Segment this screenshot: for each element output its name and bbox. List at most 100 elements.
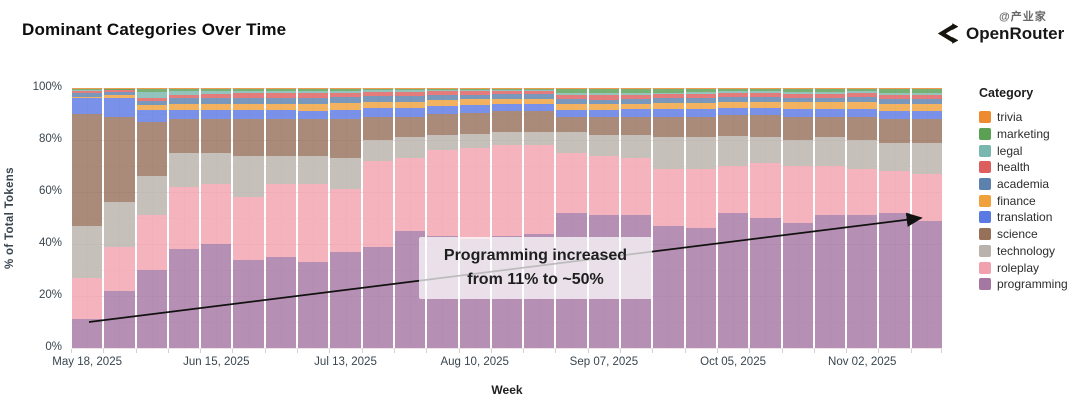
bar-Jul 06, 2025 [298, 88, 329, 348]
legend-label-programming: programming [997, 277, 1068, 292]
legend-item-health: health [979, 159, 1079, 176]
segment-science [621, 116, 652, 135]
segment-trivia [814, 88, 846, 89]
segment-science [814, 116, 846, 138]
segment-science [298, 119, 329, 156]
bar-Aug 17, 2025 [491, 88, 523, 348]
segment-technology [556, 132, 587, 154]
bar-Aug 31, 2025 [556, 88, 587, 348]
segment-trivia [394, 88, 426, 89]
x-tick-mark [684, 349, 686, 353]
segment-trivia [879, 88, 910, 90]
segment-finance [233, 103, 264, 111]
segment-legal [136, 91, 167, 99]
segment-marketing [265, 88, 297, 92]
segment-marketing [168, 88, 200, 91]
segment-legal [717, 91, 749, 93]
segment-health [556, 94, 587, 100]
y-tick-60: 60% [38, 185, 62, 197]
segment-science [362, 116, 393, 141]
legend-label-translation: translation [997, 210, 1053, 225]
legend-swatch-trivia [979, 111, 991, 124]
segment-finance [298, 104, 329, 111]
segment-academia [621, 98, 652, 104]
segment-academia [72, 93, 103, 98]
x-tick-label-Jul 13, 2025: Jul 13, 2025 [314, 356, 377, 368]
segment-science [265, 119, 297, 156]
segment-translation [911, 110, 943, 120]
segment-programming [717, 212, 749, 348]
bar-Oct 26, 2025 [814, 88, 846, 348]
segment-trivia [717, 88, 749, 89]
segment-health [653, 94, 684, 99]
legend-label-legal: legal [997, 143, 1023, 158]
segment-trivia [556, 88, 587, 89]
bar-Aug 24, 2025 [524, 88, 555, 348]
x-tick-mark [652, 349, 654, 353]
segment-roleplay [104, 246, 135, 291]
segment-technology [459, 133, 490, 148]
segment-roleplay [491, 145, 523, 237]
segment-technology [588, 134, 620, 156]
segment-technology [362, 140, 393, 161]
segment-legal [750, 91, 781, 93]
segment-legal [201, 91, 232, 95]
segment-academia [362, 95, 393, 102]
segment-programming [847, 215, 878, 348]
x-tick-label-Jun 15, 2025: Jun 15, 2025 [183, 356, 250, 368]
segment-technology [911, 142, 943, 174]
segment-health [459, 91, 490, 95]
segment-translation [782, 108, 813, 117]
segment-roleplay [847, 168, 878, 216]
segment-academia [717, 96, 749, 102]
segment-science [394, 116, 426, 138]
segment-trivia [298, 88, 329, 89]
segment-marketing [427, 88, 458, 91]
segment-finance [265, 103, 297, 111]
segment-translation [427, 106, 458, 115]
legend-swatch-academia [979, 178, 991, 191]
segment-marketing [588, 88, 620, 94]
bar-Aug 10, 2025 [459, 88, 490, 348]
bar-Sep 21, 2025 [653, 88, 684, 348]
segment-programming [168, 249, 200, 348]
legend-item-science: science [979, 226, 1079, 243]
segment-marketing [233, 88, 264, 92]
segment-marketing [72, 88, 103, 90]
segment-marketing [298, 88, 329, 92]
bar-Nov 16, 2025 [911, 88, 943, 348]
segment-health [104, 89, 135, 92]
segment-health [233, 93, 264, 98]
segment-health [201, 94, 232, 98]
legend-item-translation: translation [979, 209, 1079, 226]
segment-academia [814, 97, 846, 103]
segment-health [911, 95, 943, 100]
segment-health [491, 91, 523, 95]
bar-Jun 08, 2025 [168, 88, 200, 348]
segment-programming [879, 212, 910, 348]
x-axis-ticks [71, 348, 942, 353]
x-tick-mark [620, 349, 622, 353]
segment-academia [911, 99, 943, 105]
segment-programming [201, 244, 232, 348]
segment-roleplay [72, 277, 103, 320]
segment-programming [233, 259, 264, 348]
segment-finance [168, 103, 200, 111]
segment-finance [621, 103, 652, 110]
legend-swatch-marketing [979, 128, 991, 141]
segment-academia [750, 96, 781, 102]
annotation-line2: from 11% to ~50% [467, 271, 604, 288]
segment-trivia [847, 88, 878, 89]
segment-academia [491, 94, 523, 99]
segment-translation [394, 108, 426, 117]
segment-translation [621, 109, 652, 117]
segment-finance [491, 98, 523, 105]
segment-trivia [136, 88, 167, 90]
segment-legal [911, 93, 943, 96]
y-tick-40: 40% [38, 237, 62, 249]
segment-science [104, 116, 135, 203]
segment-legal [362, 90, 393, 93]
segment-marketing [459, 88, 490, 91]
segment-science [491, 111, 523, 133]
segment-legal [556, 92, 587, 95]
